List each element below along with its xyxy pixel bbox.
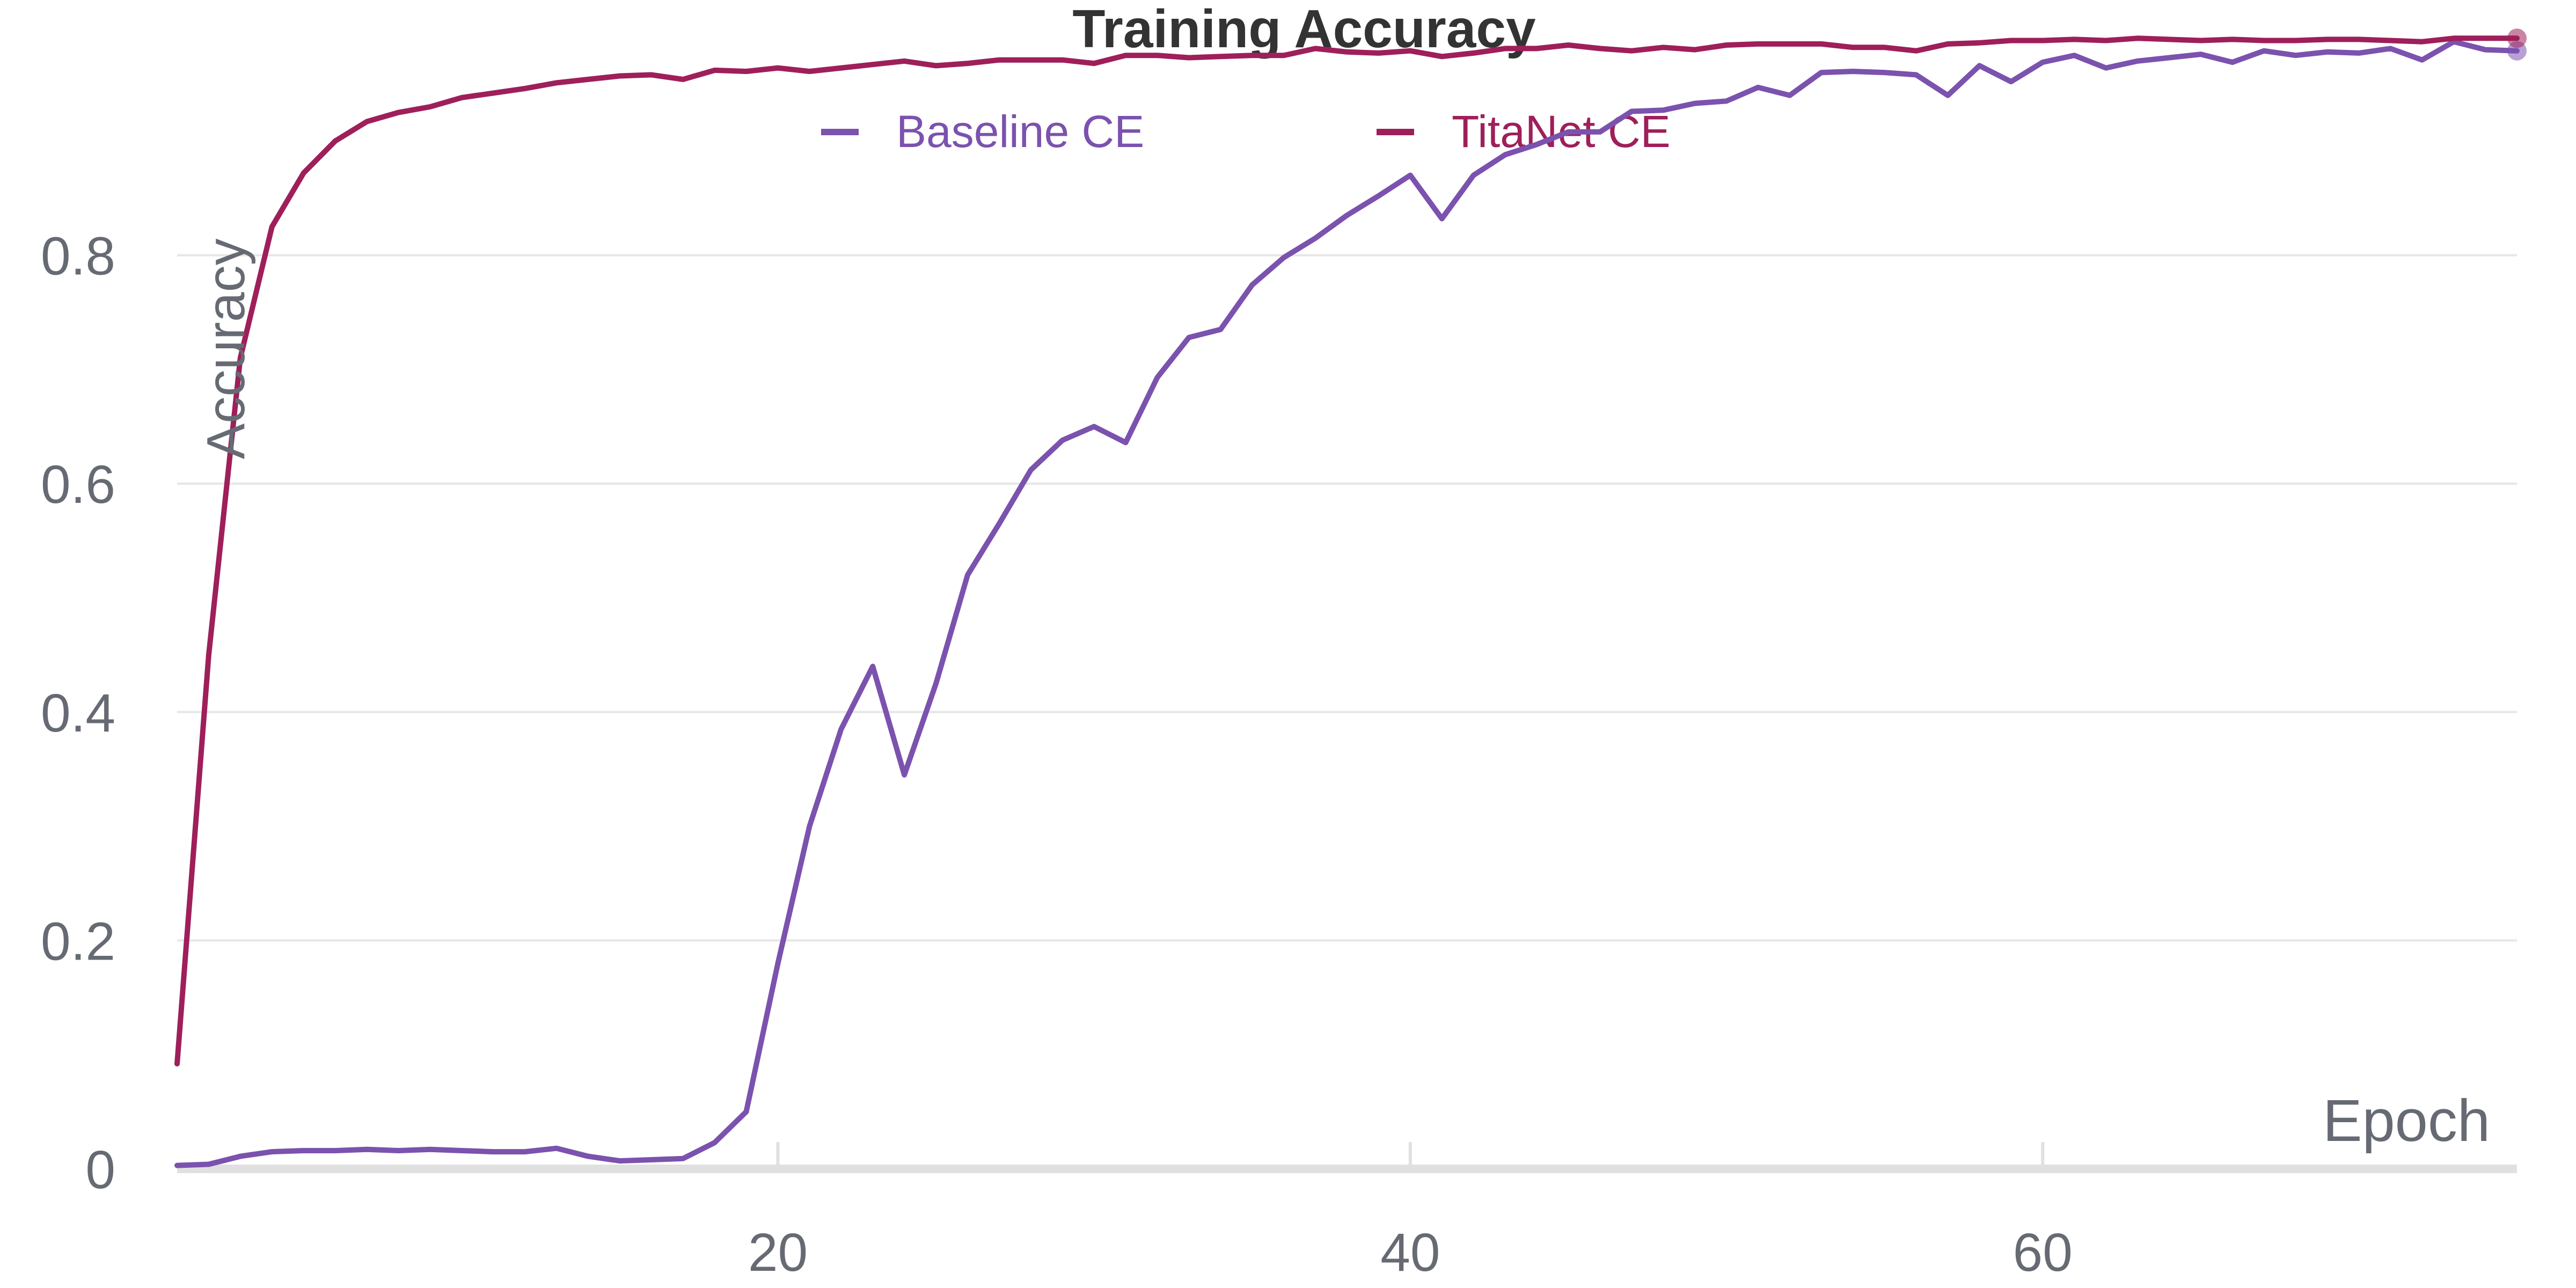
y-tick-label: 0.6 — [41, 455, 115, 515]
y-axis-label: Accuracy — [196, 238, 256, 459]
series-lines — [174, 28, 2527, 1168]
series-line-0[interactable] — [174, 39, 2520, 1168]
y-tick-label: 0.2 — [41, 911, 115, 971]
y-axis-ticks: 0 0.2 0.4 0.6 0.8 — [41, 226, 115, 1200]
x-tick-label: 20 — [748, 1223, 808, 1283]
series-end-marker-1[interactable] — [2507, 28, 2527, 48]
legend-item-baseline[interactable]: Baseline CE — [821, 106, 1144, 157]
legend-item-titanet[interactable]: TitaNet CE — [1377, 106, 1671, 157]
y-tick-label: 0.4 — [41, 683, 115, 743]
x-axis: 20 40 60 — [177, 1142, 2517, 1283]
series-line-1[interactable] — [174, 35, 2520, 1067]
y-tick-label: 0 — [85, 1140, 115, 1200]
y-gridlines — [177, 254, 2517, 942]
y-tick-label: 0.8 — [41, 226, 115, 287]
x-axis-label: Epoch — [2323, 1088, 2490, 1154]
x-tick-label: 40 — [1380, 1223, 1440, 1283]
legend-label-baseline: Baseline CE — [896, 106, 1144, 157]
legend-label-titanet: TitaNet CE — [1452, 106, 1671, 157]
x-tick-label: 60 — [2013, 1223, 2073, 1283]
legend: Baseline CE TitaNet CE — [821, 106, 1671, 157]
